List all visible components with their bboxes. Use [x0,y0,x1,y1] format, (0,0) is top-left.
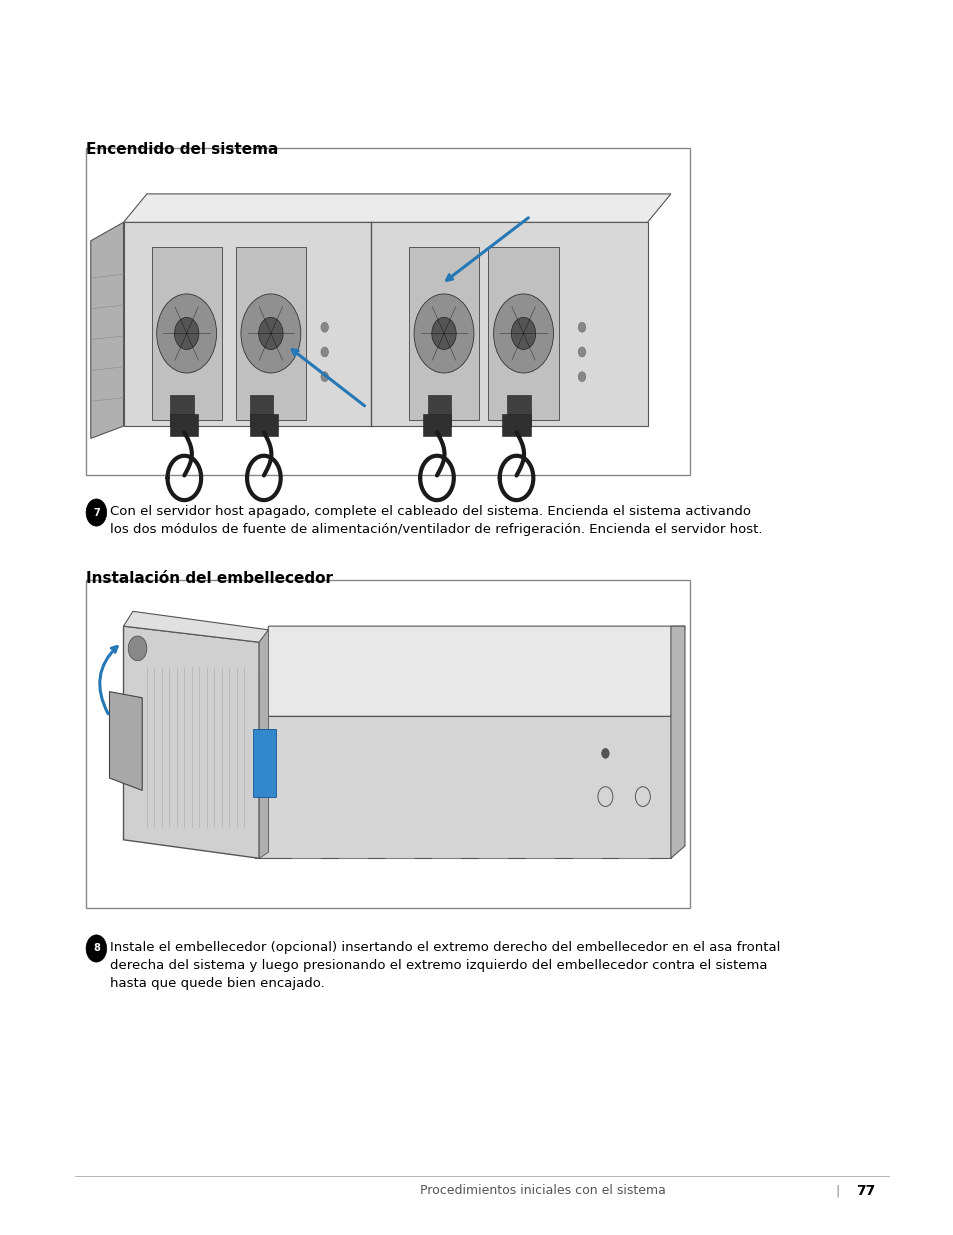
FancyBboxPatch shape [171,395,193,426]
Text: Encendido del sistema: Encendido del sistema [86,142,278,157]
Circle shape [493,294,553,373]
FancyBboxPatch shape [502,414,530,436]
Circle shape [601,748,609,758]
Polygon shape [123,611,269,642]
FancyBboxPatch shape [86,580,689,908]
Text: 8: 8 [92,944,100,953]
Circle shape [320,322,328,332]
Circle shape [241,294,300,373]
FancyBboxPatch shape [152,247,221,420]
Circle shape [174,317,198,350]
FancyBboxPatch shape [427,395,451,426]
Text: |: | [835,1184,839,1197]
FancyBboxPatch shape [253,729,275,797]
Circle shape [86,499,107,526]
FancyBboxPatch shape [422,414,451,436]
Text: 77: 77 [855,1183,874,1198]
Polygon shape [259,630,269,858]
Circle shape [414,294,474,373]
Circle shape [578,347,585,357]
Circle shape [86,935,107,962]
Polygon shape [254,626,684,716]
Text: Procedimientos iniciales con el sistema: Procedimientos iniciales con el sistema [419,1184,665,1197]
FancyBboxPatch shape [507,395,530,426]
Text: Con el servidor host apagado, complete el cableado del sistema. Encienda el sist: Con el servidor host apagado, complete e… [111,505,762,536]
FancyBboxPatch shape [235,247,306,420]
Circle shape [432,317,456,350]
Text: Instalación del embellecedor: Instalación del embellecedor [86,571,333,585]
Text: 7: 7 [92,508,100,517]
Circle shape [320,347,328,357]
FancyBboxPatch shape [171,414,198,436]
Polygon shape [91,222,123,438]
Polygon shape [254,716,670,858]
Text: Instale el embellecedor (opcional) insertando el extremo derecho del embellecedo: Instale el embellecedor (opcional) inser… [111,941,780,990]
Polygon shape [123,194,670,222]
Circle shape [320,372,328,382]
Polygon shape [110,692,142,790]
Circle shape [511,317,536,350]
Circle shape [156,294,216,373]
FancyBboxPatch shape [409,247,478,420]
Circle shape [578,372,585,382]
Circle shape [258,317,283,350]
Polygon shape [123,222,647,426]
FancyBboxPatch shape [86,148,689,475]
FancyBboxPatch shape [250,395,273,426]
FancyBboxPatch shape [488,247,558,420]
FancyBboxPatch shape [250,414,277,436]
Circle shape [578,322,585,332]
Polygon shape [123,626,259,858]
Circle shape [128,636,147,661]
Polygon shape [670,626,684,858]
